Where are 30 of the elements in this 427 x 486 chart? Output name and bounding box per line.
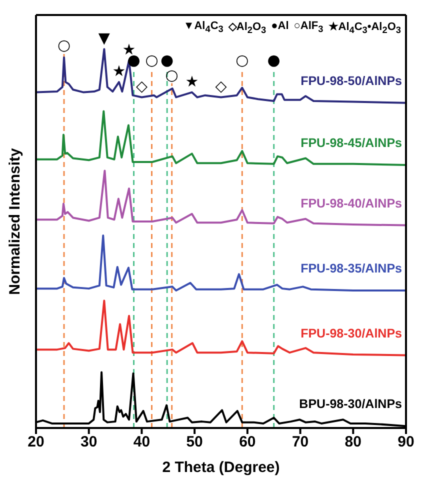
- annotation: ★: [112, 62, 126, 80]
- x-tick-label: 70: [292, 434, 309, 451]
- text: ◇Al$_{2}$O$_{3}$: [228, 20, 266, 36]
- annotation: ▼: [98, 29, 110, 48]
- x-tick-label: 80: [344, 434, 362, 451]
- text: ★Al$_{4}$C$_{3}$•Al$_{2}$O$_{3}$: [328, 20, 401, 36]
- ref-line-label: ○: [236, 51, 249, 70]
- series-label: FPU-98-50/AlNPs: [300, 74, 402, 88]
- x-tick-label: 50: [186, 434, 203, 451]
- x-axis-title: 2 Theta (Degree): [162, 459, 280, 476]
- annotation: ◇: [136, 77, 148, 96]
- text: ○AlF$_{3}$: [294, 20, 324, 36]
- ref-line-label: ●: [267, 51, 280, 70]
- text: ▼Al$_{4}$C$_{3}$: [183, 20, 224, 36]
- x-tick-label: 90: [398, 434, 414, 451]
- x-tick-label: 30: [80, 434, 98, 451]
- x-tick-label: 40: [133, 434, 150, 451]
- text: ●Al: [271, 20, 289, 34]
- series-label: FPU-98-40/AlNPs: [300, 196, 402, 210]
- y-axis-title: Normalized Intensity: [6, 147, 24, 295]
- x-tick-label: 60: [239, 434, 256, 451]
- ref-line-label: ○: [57, 36, 71, 54]
- series-label: BPU-98-30/AlNPs: [299, 397, 402, 412]
- annotation: ◇: [215, 77, 228, 96]
- ref-line-label: ○: [145, 51, 158, 70]
- series-label: FPU-98-35/AlNPs: [300, 261, 402, 276]
- series-label: FPU-98-30/AlNPs: [300, 326, 402, 340]
- annotation: ★: [185, 72, 199, 90]
- x-tick-label: 20: [28, 434, 44, 451]
- series-label: FPU-98-45/AlNPs: [300, 136, 402, 150]
